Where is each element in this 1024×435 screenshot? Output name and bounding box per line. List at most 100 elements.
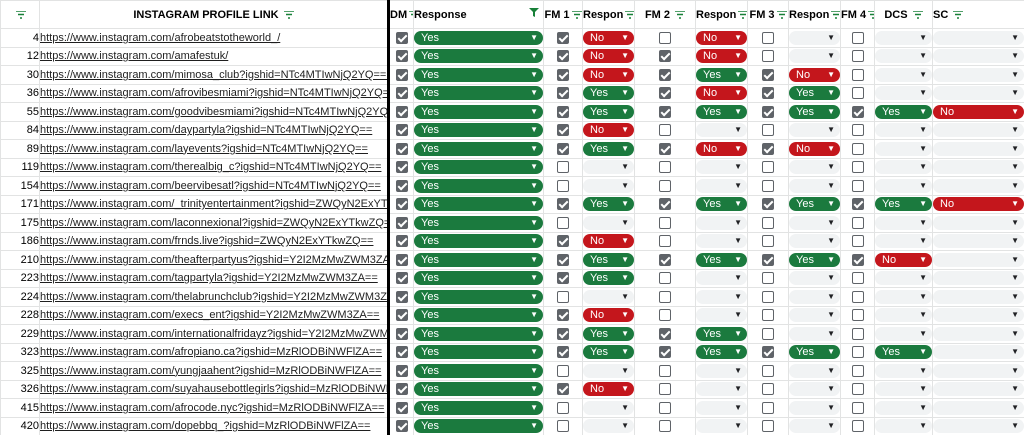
r2-dropdown-cell[interactable]: ▼ [695,213,748,233]
dropdown-arrow-icon[interactable]: ▼ [734,217,742,227]
dropdown-chip[interactable]: ▼ [933,289,1024,304]
row-number[interactable]: 89 [0,139,40,159]
dropdown-chip[interactable]: ▼ [789,419,840,434]
header-sc[interactable]: SC [932,0,1024,29]
dropdown-chip[interactable]: ▼ [875,289,932,304]
dropdown-chip[interactable]: Yes ▼ [583,104,634,119]
checkbox-icon[interactable] [762,105,774,118]
r2-dropdown-cell[interactable]: No ▼ [695,139,748,159]
r-dropdown-cell[interactable]: Yes ▼ [413,324,544,344]
r3-dropdown-cell[interactable]: Yes ▼ [788,342,841,362]
r3-dropdown-cell[interactable]: ▼ [788,324,841,344]
checkbox-icon[interactable] [557,68,569,81]
row-number[interactable]: 55 [0,102,40,122]
dcs-dropdown-cell[interactable]: ▼ [874,46,933,66]
fm1-checkbox-cell[interactable] [543,268,583,288]
dropdown-chip[interactable]: ▼ [875,49,932,64]
dropdown-chip[interactable]: Yes ▼ [414,382,543,397]
checkbox-icon[interactable] [659,142,671,155]
dcs-dropdown-cell[interactable]: No ▼ [874,250,933,270]
dropdown-arrow-icon[interactable]: ▼ [919,310,927,320]
dropdown-chip[interactable]: ▼ [933,252,1024,267]
r1-dropdown-cell[interactable]: No ▼ [582,65,635,85]
dropdown-arrow-icon[interactable]: ▼ [621,254,629,264]
dropdown-chip[interactable]: ▼ [789,308,840,323]
fm3-checkbox-cell[interactable] [747,268,789,288]
dropdown-chip[interactable]: Yes ▼ [414,419,543,434]
dropdown-arrow-icon[interactable]: ▼ [919,32,927,42]
sc-dropdown-cell[interactable]: ▼ [932,305,1024,325]
r3-dropdown-cell[interactable]: ▼ [788,176,841,196]
dropdown-chip[interactable]: ▼ [933,160,1024,175]
profile-link[interactable]: https://www.instagram.com/internationalf… [40,327,389,340]
dropdown-arrow-icon[interactable]: ▼ [1011,217,1019,227]
dropdown-arrow-icon[interactable]: ▼ [621,402,629,412]
fm2-checkbox-cell[interactable] [634,120,696,140]
dropdown-chip[interactable]: ▼ [933,271,1024,286]
dropdown-chip[interactable]: No ▼ [696,30,747,45]
dropdown-arrow-icon[interactable]: ▼ [530,32,538,42]
dropdown-arrow-icon[interactable]: ▼ [621,347,629,357]
dropdown-arrow-icon[interactable]: ▼ [734,199,742,209]
fm3-checkbox-cell[interactable] [747,287,789,307]
row-number[interactable]: 229 [0,324,40,344]
dropdown-arrow-icon[interactable]: ▼ [919,347,927,357]
r3-dropdown-cell[interactable]: ▼ [788,361,841,381]
dropdown-arrow-icon[interactable]: ▼ [827,328,835,338]
dropdown-arrow-icon[interactable]: ▼ [530,88,538,98]
sc-dropdown-cell[interactable]: ▼ [932,268,1024,288]
r3-dropdown-cell[interactable]: ▼ [788,287,841,307]
fm4-checkbox-cell[interactable] [840,176,875,196]
checkbox-icon[interactable] [557,401,569,414]
dropdown-arrow-icon[interactable]: ▼ [919,143,927,153]
checkbox-icon[interactable] [557,216,569,229]
checkbox-icon[interactable] [659,87,671,100]
profile-link-cell[interactable]: https://www.instagram.com/beervibesatl?i… [39,176,389,196]
dropdown-arrow-icon[interactable]: ▼ [1011,180,1019,190]
dropdown-chip[interactable]: ▼ [789,160,840,175]
r2-dropdown-cell[interactable]: Yes ▼ [695,194,748,214]
row-number[interactable]: 119 [0,157,40,177]
fm2-checkbox-cell[interactable] [634,194,696,214]
sc-dropdown-cell[interactable]: ▼ [932,139,1024,159]
dropdown-chip[interactable]: ▼ [696,308,747,323]
dropdown-chip[interactable]: ▼ [875,141,932,156]
dropdown-arrow-icon[interactable]: ▼ [621,88,629,98]
profile-link-cell[interactable]: https://www.instagram.com/layevents?igsh… [39,139,389,159]
sc-dropdown-cell[interactable]: No ▼ [932,194,1024,214]
fm1-checkbox-cell[interactable] [543,324,583,344]
dropdown-chip[interactable]: ▼ [696,271,747,286]
fm4-checkbox-cell[interactable] [840,102,875,122]
fm3-checkbox-cell[interactable] [747,157,789,177]
checkbox-icon[interactable] [659,272,671,285]
dropdown-chip[interactable]: Yes ▼ [414,49,543,64]
fm3-checkbox-cell[interactable] [747,102,789,122]
checkbox-icon[interactable] [851,198,864,211]
dropdown-chip[interactable]: Yes ▼ [414,215,543,230]
dropdown-chip[interactable]: ▼ [933,345,1024,360]
checkbox-icon[interactable] [395,272,408,285]
dropdown-chip[interactable]: ▼ [696,160,747,175]
r2-dropdown-cell[interactable]: Yes ▼ [695,102,748,122]
row-number[interactable]: 12 [0,46,40,66]
checkbox-icon[interactable] [851,124,864,137]
row-number[interactable]: 326 [0,379,40,399]
r1-dropdown-cell[interactable]: ▼ [582,176,635,196]
sc-dropdown-cell[interactable]: No ▼ [932,102,1024,122]
checkbox-icon[interactable] [659,309,671,322]
header-dm[interactable]: DM [387,0,414,29]
dropdown-arrow-icon[interactable]: ▼ [734,106,742,116]
filter-icon[interactable] [625,10,634,19]
dropdown-arrow-icon[interactable]: ▼ [621,143,629,153]
dropdown-arrow-icon[interactable]: ▼ [919,236,927,246]
dropdown-chip[interactable]: ▼ [933,30,1024,45]
dropdown-arrow-icon[interactable]: ▼ [1011,236,1019,246]
dropdown-chip[interactable]: Yes ▼ [583,141,634,156]
dropdown-chip[interactable]: Yes ▼ [789,345,840,360]
checkbox-icon[interactable] [659,50,671,63]
filter-icon[interactable] [953,10,964,19]
dropdown-chip[interactable]: ▼ [875,215,932,230]
fm4-checkbox-cell[interactable] [840,139,875,159]
checkbox-icon[interactable] [762,290,774,303]
r1-dropdown-cell[interactable]: ▼ [582,398,635,418]
